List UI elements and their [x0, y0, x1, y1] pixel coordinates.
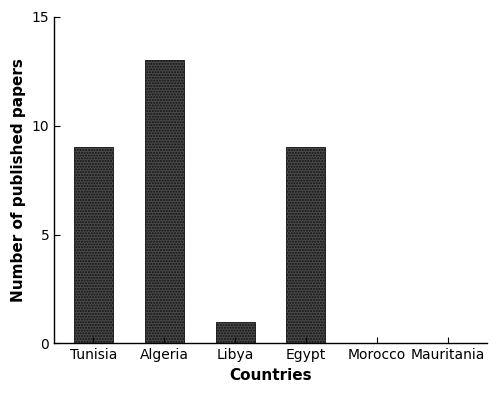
Bar: [74, 147, 113, 344]
Y-axis label: Number of published papers: Number of published papers: [11, 58, 26, 302]
Bar: [216, 322, 254, 344]
X-axis label: Countries: Countries: [229, 368, 312, 383]
Bar: [144, 60, 184, 344]
Bar: [286, 147, 326, 344]
